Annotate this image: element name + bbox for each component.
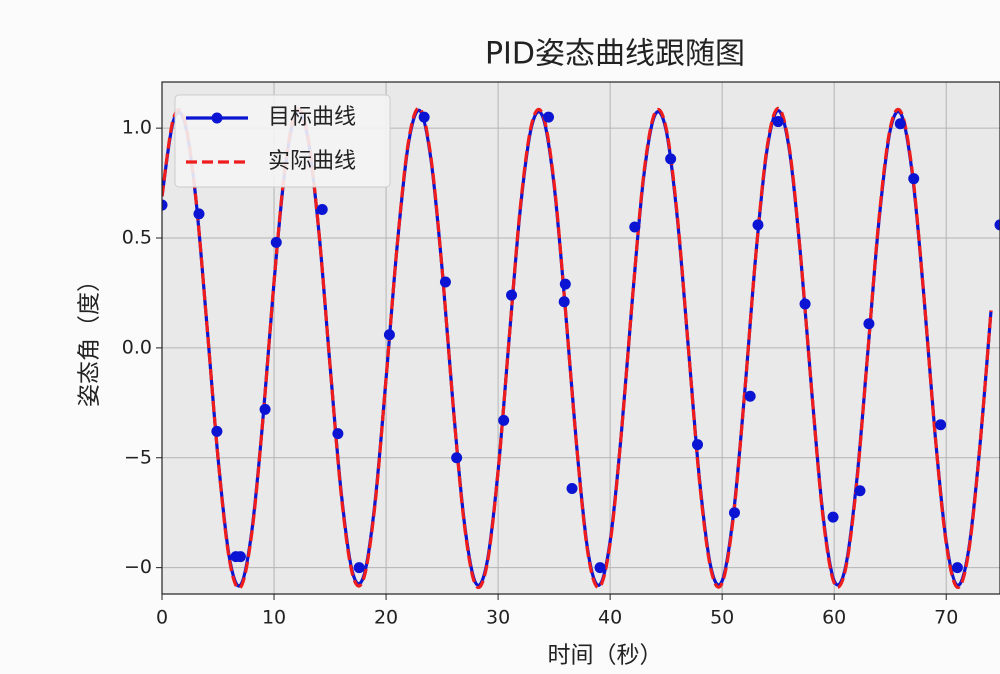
- plot-frame: [161, 81, 1000, 595]
- marker: [193, 208, 205, 220]
- marker: [752, 219, 764, 231]
- marker: [728, 507, 740, 519]
- marker: [353, 562, 365, 574]
- marker: [594, 562, 606, 574]
- y-tick-label: −5: [124, 446, 152, 468]
- marker: [418, 111, 430, 123]
- y-tick-label: −0: [124, 556, 152, 578]
- chart-title: PID姿态曲线跟随图: [485, 37, 745, 72]
- marker: [854, 485, 866, 497]
- x-tick-label: 50: [710, 607, 734, 629]
- marker: [451, 452, 463, 464]
- marker: [692, 439, 704, 451]
- marker: [543, 111, 555, 123]
- x-axis-label: 时间（秒）: [548, 643, 663, 669]
- marker: [439, 276, 451, 288]
- grid: [161, 82, 1000, 594]
- x-tick-label: 70: [934, 607, 958, 629]
- legend-label: 目标曲线: [268, 105, 356, 130]
- marker: [270, 236, 282, 248]
- marker: [863, 318, 875, 330]
- y-axis-label: 姿态角（度）: [77, 269, 103, 407]
- marker: [559, 278, 571, 290]
- y-tick-label: 0.5: [122, 227, 152, 249]
- x-tick-label: 40: [598, 607, 622, 629]
- x-tick-label: 20: [374, 607, 398, 629]
- marker: [558, 296, 570, 308]
- marker: [629, 221, 641, 233]
- marker: [259, 403, 271, 415]
- x-tick-label: 0: [156, 607, 168, 629]
- y-tick-label: 0.0: [122, 336, 152, 358]
- marker: [799, 298, 811, 310]
- marker: [162, 199, 168, 211]
- marker: [332, 428, 344, 440]
- marker: [908, 173, 920, 185]
- marker: [211, 425, 223, 437]
- marker: [316, 203, 328, 215]
- x-tick-label: 60: [822, 607, 846, 629]
- x-tick-label: 10: [262, 607, 286, 629]
- marker: [566, 483, 578, 495]
- marker: [827, 511, 839, 523]
- legend-label: 实际曲线: [268, 149, 356, 174]
- legend-marker: [211, 112, 223, 124]
- marker: [894, 118, 906, 130]
- marker: [506, 289, 518, 301]
- y-tick-label: 1.0: [122, 117, 152, 139]
- marker: [665, 153, 677, 165]
- marker: [994, 219, 1000, 231]
- marker: [383, 329, 395, 341]
- marker: [951, 562, 963, 574]
- x-tick-label: 30: [486, 607, 510, 629]
- marker: [744, 390, 756, 402]
- marker: [498, 414, 510, 426]
- marker: [935, 419, 947, 431]
- marker: [772, 116, 784, 128]
- marker: [234, 551, 246, 563]
